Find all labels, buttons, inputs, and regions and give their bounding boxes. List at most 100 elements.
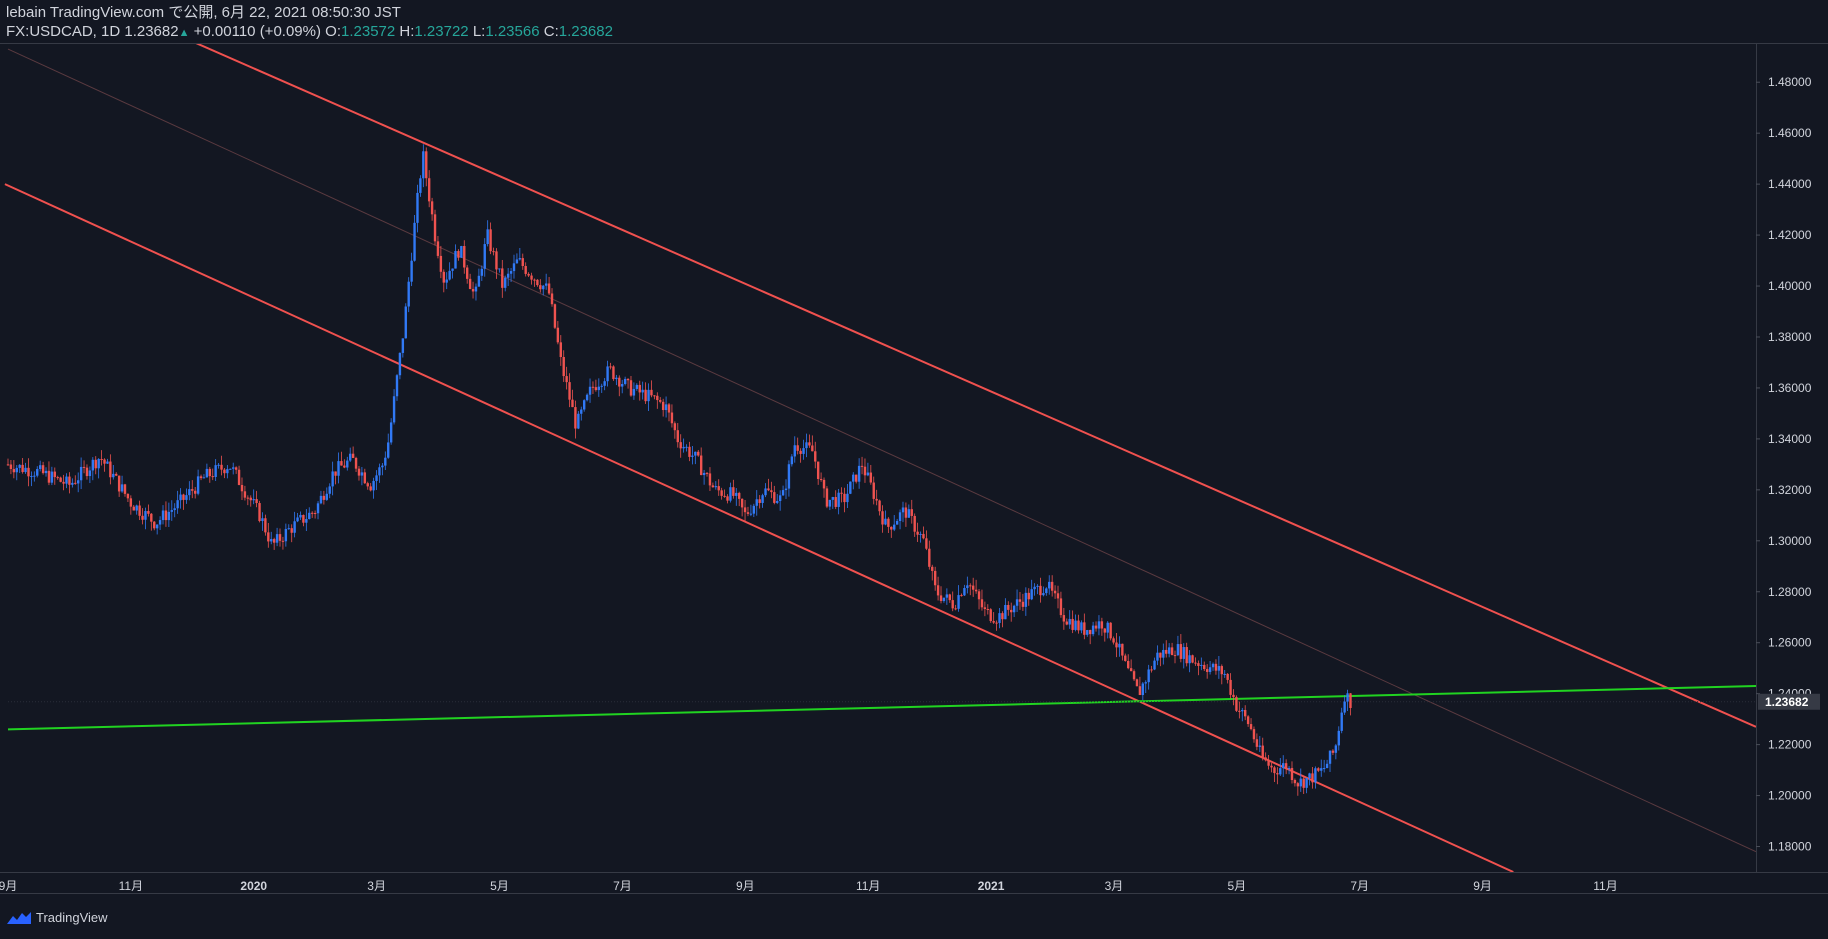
candle xyxy=(1203,661,1206,672)
candle xyxy=(240,477,244,500)
candle-body xyxy=(97,458,100,469)
candle xyxy=(395,374,399,401)
candle xyxy=(969,583,972,596)
candle xyxy=(1235,695,1238,713)
candle xyxy=(1322,759,1326,773)
candle xyxy=(1138,676,1142,696)
candle-body xyxy=(50,471,54,483)
candle-body xyxy=(232,467,235,469)
candle xyxy=(322,490,326,505)
low-label: L: xyxy=(472,23,486,40)
candle xyxy=(1015,589,1019,613)
candle xyxy=(621,379,624,394)
candle xyxy=(252,489,255,505)
price-change: +0.00110 (+0.09%) xyxy=(193,23,321,40)
candle-body xyxy=(746,512,750,514)
candle-body xyxy=(1334,745,1338,753)
candle-body xyxy=(182,494,185,500)
candle xyxy=(963,584,966,596)
candle xyxy=(463,240,466,274)
candle xyxy=(334,471,337,485)
candle-body xyxy=(884,518,887,525)
candle-body xyxy=(843,493,846,503)
candle xyxy=(328,483,331,499)
candle-body xyxy=(150,513,153,522)
candle-body xyxy=(983,607,987,610)
candle-body xyxy=(76,480,80,484)
candle xyxy=(217,462,220,469)
candle xyxy=(685,444,688,452)
candle-body xyxy=(258,503,261,522)
candle xyxy=(1284,759,1288,775)
x-tick-label: 11月 xyxy=(856,879,880,893)
footer-brand[interactable]: TradingView xyxy=(6,910,108,925)
candle xyxy=(129,495,133,515)
candle xyxy=(325,487,329,501)
candle-body xyxy=(834,497,837,507)
channel-upper-line[interactable] xyxy=(0,0,1756,728)
candle xyxy=(1246,715,1250,727)
candle-body xyxy=(79,466,83,481)
support-line[interactable] xyxy=(7,685,1756,731)
candle xyxy=(305,509,308,532)
candle xyxy=(898,509,902,530)
candle xyxy=(287,524,290,530)
candle-body xyxy=(164,510,168,521)
candle-body xyxy=(59,477,62,482)
candle xyxy=(553,303,557,329)
candle-body xyxy=(1042,593,1045,596)
candle xyxy=(770,481,773,499)
candle xyxy=(100,450,103,466)
candle-body xyxy=(951,600,954,609)
candle-body xyxy=(1156,652,1159,661)
candle xyxy=(585,393,589,402)
candle xyxy=(992,612,995,624)
candle-body xyxy=(1153,660,1156,670)
candle-body xyxy=(618,377,621,387)
candle-body xyxy=(331,471,334,487)
candle-body xyxy=(802,448,805,454)
candle xyxy=(1325,759,1329,769)
channel-mid-line[interactable] xyxy=(7,48,1756,853)
candle-body xyxy=(27,467,30,477)
candle xyxy=(1030,579,1033,601)
x-tick-label: 9月 xyxy=(1473,879,1492,893)
candle xyxy=(430,197,434,221)
candle-body xyxy=(682,446,685,449)
candle-body xyxy=(1162,649,1165,658)
symbol-label[interactable]: FX:USDCAD, 1D xyxy=(6,23,121,40)
y-tick-label: 1.22000 xyxy=(1768,738,1812,752)
candle xyxy=(468,273,472,290)
candle-body xyxy=(986,609,990,611)
candle-body xyxy=(533,279,536,281)
candle-body xyxy=(246,497,250,499)
high-value: 1.23722 xyxy=(414,23,469,40)
candle-body xyxy=(1308,773,1311,779)
candle-body xyxy=(539,285,542,290)
candle-body xyxy=(1150,669,1153,671)
candle xyxy=(1191,654,1194,664)
candle xyxy=(673,421,677,439)
candle-body xyxy=(515,259,519,264)
channel-lower-line[interactable] xyxy=(4,183,1514,872)
candle-body xyxy=(161,510,165,521)
candle-body xyxy=(767,488,770,491)
candle xyxy=(711,482,715,488)
candle xyxy=(767,478,770,492)
candle xyxy=(1194,657,1197,666)
candle xyxy=(480,265,484,281)
candle xyxy=(629,375,633,397)
candle xyxy=(442,269,445,293)
candle-body xyxy=(1118,643,1121,648)
candle-body xyxy=(679,442,682,449)
last-price: 1.23682 xyxy=(124,23,179,40)
candle xyxy=(506,268,510,287)
footer-brand-label: TradingView xyxy=(36,910,108,925)
chart-header: lebain TradingView.com で公開, 6月 22, 2021 … xyxy=(6,3,613,43)
x-tick-label: 2020 xyxy=(240,879,267,893)
candle xyxy=(94,456,97,475)
candle-body xyxy=(1124,655,1127,661)
candle xyxy=(1036,584,1039,595)
candle xyxy=(1173,650,1177,664)
